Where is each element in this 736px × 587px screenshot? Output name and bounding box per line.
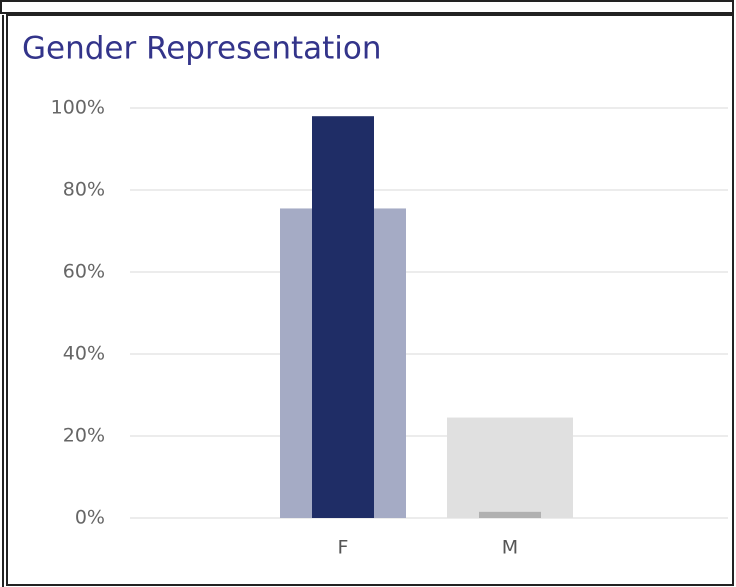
y-tick-label: 20%	[63, 425, 105, 447]
y-tick-label: 100%	[51, 97, 105, 119]
x-tick-label: M	[502, 537, 518, 559]
x-tick-label: F	[338, 537, 349, 559]
bar	[479, 511, 541, 518]
y-tick-label: 0%	[75, 507, 105, 529]
chart-title: Gender Representation	[22, 31, 382, 67]
bar	[312, 116, 374, 518]
y-tick-label: 40%	[63, 343, 105, 365]
y-tick-label: 80%	[63, 179, 105, 201]
y-tick-label: 60%	[63, 261, 105, 283]
top-frame	[0, 0, 734, 14]
bar	[447, 417, 573, 518]
